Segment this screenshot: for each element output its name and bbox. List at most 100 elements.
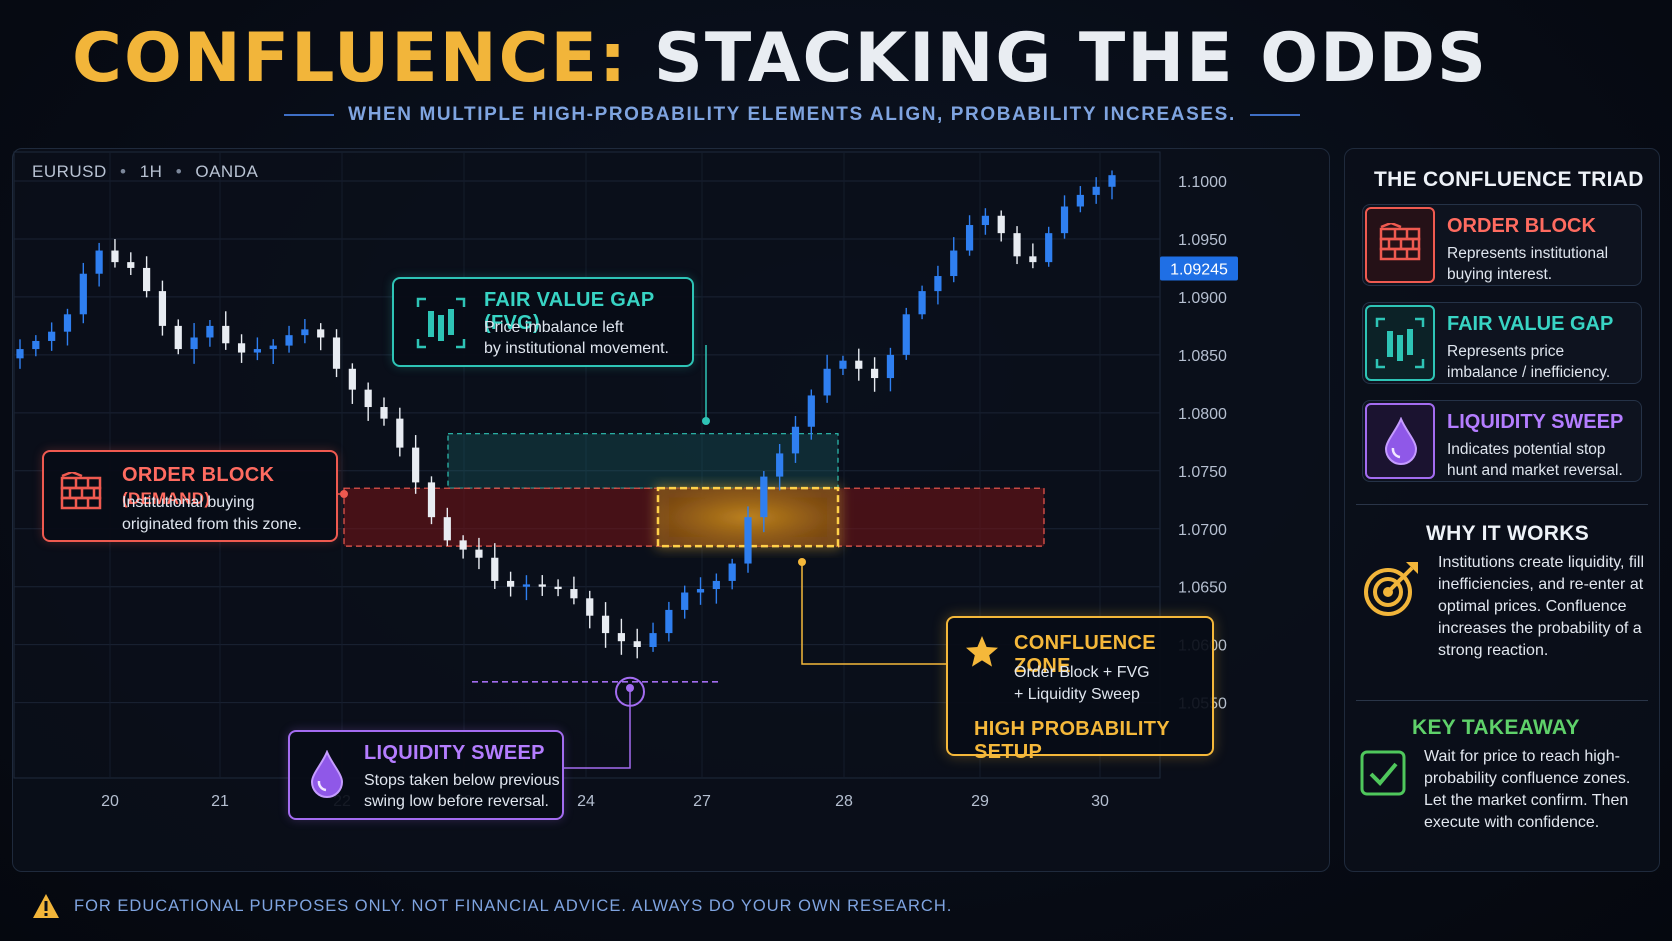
candle-body <box>206 325 214 338</box>
candle-body <box>491 557 499 581</box>
y-tick-label: 1.0800 <box>1178 406 1227 423</box>
warning-icon <box>33 894 59 918</box>
candle-body <box>412 447 420 483</box>
candle-body <box>158 291 167 326</box>
candle-body <box>222 325 230 344</box>
candle-body <box>934 276 942 292</box>
triad-heading: THE CONFLUENCE TRIAD <box>1374 168 1644 191</box>
liquidity-connector <box>564 690 631 769</box>
x-tick-label: 28 <box>835 793 853 810</box>
confluence-tag: HIGH PROBABILITY SETUP <box>974 718 1170 763</box>
order-block-title: ORDER BLOCK (DEMAND) <box>122 464 336 510</box>
candle-body <box>380 407 388 419</box>
triad-icon-frame-order-block <box>1365 207 1435 283</box>
candles-gap-icon <box>1375 317 1425 369</box>
candle-body <box>570 589 578 599</box>
key-text: Wait for price to reach high-probability… <box>1424 748 1631 831</box>
triad-card-order-block: ORDER BLOCK Represents institutional buy… <box>1362 204 1642 286</box>
fvg-line-2: by institutional movement. <box>484 340 669 357</box>
symbol-sep-2: • <box>175 162 183 181</box>
candle-body <box>950 250 958 277</box>
price-tag <box>1160 256 1238 281</box>
triad-text-order-block-1: Represents institutional <box>1447 245 1609 262</box>
liquidity-line-1: Stops taken below previous <box>364 772 560 789</box>
candle-body <box>143 267 151 292</box>
subtitle-text: WHEN MULTIPLE HIGH-PROBABILITY ELEMENTS … <box>348 104 1236 125</box>
y-tick-label: 1.0650 <box>1178 580 1227 597</box>
x-tick-label: 21 <box>211 793 229 810</box>
y-tick-label: 1.0950 <box>1178 232 1227 249</box>
candle-body <box>95 250 103 274</box>
y-tick-label: 1.1000 <box>1178 174 1227 191</box>
candle-body <box>617 633 625 642</box>
triad-text-fvg: Represents price imbalance / inefficienc… <box>1447 341 1637 383</box>
triad-card-fvg: FAIR VALUE GAP Represents price imbalanc… <box>1362 302 1642 384</box>
fvg-line-1: Price imbalance left <box>484 319 624 336</box>
title-accent: CONFLUENCE: <box>72 19 629 98</box>
candle-body <box>1029 256 1037 263</box>
candles-gap-icon <box>416 297 466 349</box>
triad-title-order-block: ORDER BLOCK <box>1447 215 1596 237</box>
candle-body <box>681 592 689 610</box>
candle-body <box>728 563 736 581</box>
triad-text-liquidity: Indicates potential stop hunt and market… <box>1447 439 1637 481</box>
candle-body <box>902 314 910 355</box>
candle-body <box>1076 194 1084 207</box>
confluence-title: CONFLUENCE ZONE <box>1014 632 1156 677</box>
candle-body <box>1092 186 1100 195</box>
y-tick-label: 1.0750 <box>1178 464 1227 481</box>
fvg-connector-dot <box>702 417 710 425</box>
triad-text-liquidity-1: Indicates potential stop <box>1447 441 1606 458</box>
candle-body <box>997 215 1005 234</box>
x-tick-label: 30 <box>1091 793 1109 810</box>
target-icon <box>1364 562 1418 616</box>
liquidity-connector-dot <box>626 684 634 692</box>
subtitle-rule-left <box>284 113 335 116</box>
symbol-label: EURUSD • 1H • OANDA <box>32 162 258 182</box>
candle-body <box>427 482 436 518</box>
triad-title-liquidity: LIQUIDITY SWEEP <box>1447 411 1624 433</box>
candle-body <box>32 340 40 350</box>
fvg-zone <box>447 433 839 489</box>
confluence-callout: CONFLUENCE ZONE Order Block + FVG + Liqu… <box>946 616 1214 763</box>
candle-body <box>332 337 341 369</box>
triad-card-liquidity: LIQUIDITY SWEEP Indicates potential stop… <box>1362 400 1642 482</box>
candle-body <box>791 426 800 454</box>
candle-body <box>63 314 72 332</box>
brick-wall-icon <box>60 472 102 510</box>
x-tick-label: 29 <box>971 793 989 810</box>
candle-body <box>190 337 198 350</box>
brick-wall-icon <box>1379 223 1421 261</box>
candle-body <box>871 368 879 379</box>
candle-body <box>586 598 594 616</box>
order-block-title-main: ORDER BLOCK <box>122 464 275 486</box>
symbol-sep-1: • <box>120 162 127 181</box>
why-text: Institutions create liquidity, fill inef… <box>1438 554 1645 659</box>
candle-body <box>649 633 657 648</box>
x-tick-label: 20 <box>101 793 119 810</box>
candle-body <box>965 225 974 251</box>
symbol-name: EURUSD <box>32 162 107 181</box>
y-tick-label: 1.0900 <box>1178 290 1227 307</box>
candle-body <box>507 580 515 587</box>
fvg-title: FAIR VALUE GAP (FVG) <box>484 289 655 334</box>
subtitle-rule-right <box>1249 113 1300 116</box>
triad-title-fvg: FAIR VALUE GAP <box>1447 313 1614 335</box>
candle-body <box>459 540 467 550</box>
drop-icon <box>1384 417 1418 465</box>
side-divider-2 <box>1356 700 1648 701</box>
triad-text-order-block-2: buying interest. <box>1447 266 1553 283</box>
price-chart[interactable]: 1.1000 1.0950 1.0900 1.0850 1.0800 1.0750 1.07… <box>12 148 1330 872</box>
confluence-connector <box>801 562 946 665</box>
candle-body <box>839 360 847 369</box>
star-icon <box>966 636 998 667</box>
page-title: CONFLUENCE: STACKING THE ODDS <box>0 14 1560 104</box>
triad-text-fvg-2: imbalance / inefficiency. <box>1447 364 1611 381</box>
confluence-line-2: + Liquidity Sweep <box>1014 686 1140 703</box>
price-tag-label: 1.09245 <box>1170 262 1228 279</box>
liquidity-title: LIQUIDITY SWEEP <box>364 742 545 764</box>
side-divider-1 <box>1356 504 1648 505</box>
x-tick-label: 27 <box>693 793 711 810</box>
drop-icon <box>310 750 344 798</box>
page-subtitle: WHEN MULTIPLE HIGH-PROBABILITY ELEMENTS … <box>0 104 1584 126</box>
